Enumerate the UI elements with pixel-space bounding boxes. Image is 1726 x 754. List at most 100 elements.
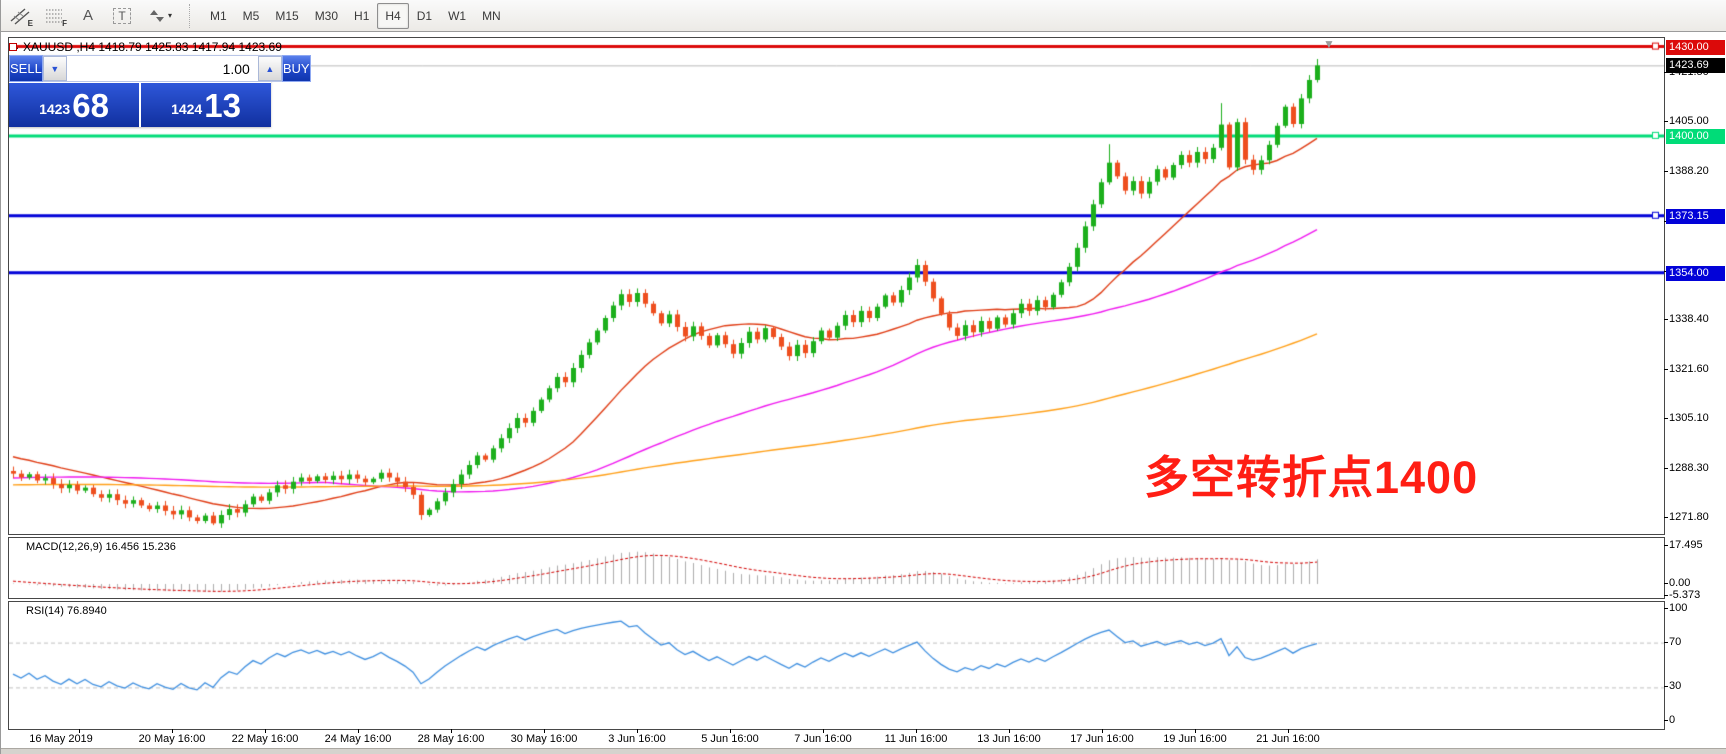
axis-tick bbox=[1664, 686, 1668, 687]
bid-price-big: 68 bbox=[72, 87, 109, 124]
price-tick-label: 1321.60 bbox=[1669, 363, 1709, 375]
dropdown-caret-icon: ▾ bbox=[167, 11, 172, 20]
time-tick bbox=[79, 729, 80, 733]
axis-tick bbox=[1664, 319, 1668, 320]
sell-button[interactable]: SELL bbox=[9, 55, 43, 82]
timeframe-w1[interactable]: W1 bbox=[448, 8, 467, 23]
macd-panel bbox=[8, 537, 1665, 599]
time-tick bbox=[544, 729, 545, 733]
time-tick bbox=[916, 729, 917, 733]
equidistant-channel-icon[interactable]: E bbox=[5, 4, 35, 28]
rsi-axis-label: 30 bbox=[1669, 680, 1682, 692]
time-tick bbox=[172, 729, 173, 733]
rsi-canvas[interactable] bbox=[9, 602, 1664, 729]
axis-tick bbox=[1664, 418, 1668, 419]
axis-tick bbox=[1664, 369, 1668, 370]
ask-quote-box[interactable]: 1424 13 bbox=[141, 83, 271, 127]
ask-price-big: 13 bbox=[204, 87, 241, 124]
macd-axis-label: 0.00 bbox=[1669, 577, 1691, 589]
price-tick-label: 1288.30 bbox=[1669, 462, 1709, 474]
volume-decrease-button[interactable]: ▼ bbox=[42, 56, 67, 81]
chart-annotation-text[interactable]: 多空转折点1400 bbox=[1144, 452, 1479, 503]
price-chart-canvas[interactable] bbox=[9, 38, 1664, 534]
timeframe-d1[interactable]: D1 bbox=[416, 8, 433, 23]
toolbar-separator bbox=[189, 3, 198, 28]
time-tick-label: 7 Jun 16:00 bbox=[794, 733, 852, 745]
macd-axis-label: 17.495 bbox=[1669, 539, 1703, 551]
time-tick-label: 19 Jun 16:00 bbox=[1163, 733, 1227, 745]
time-tick-label: 5 Jun 16:00 bbox=[701, 733, 759, 745]
hline-price-badge: 1373.15 bbox=[1666, 209, 1725, 224]
price-tick-label: 1305.10 bbox=[1669, 412, 1709, 424]
time-tick bbox=[730, 729, 731, 733]
rsi-label: RSI(14) 76.8940 bbox=[26, 605, 107, 617]
time-tick-label: 30 May 16:00 bbox=[510, 733, 578, 745]
hline-handle[interactable] bbox=[9, 43, 17, 51]
time-tick-label: 22 May 16:00 bbox=[231, 733, 299, 745]
axis-tick bbox=[1664, 583, 1668, 584]
bid-quote-box[interactable]: 1423 68 bbox=[9, 83, 139, 127]
timeframe-m5[interactable]: M5 bbox=[242, 8, 260, 23]
rsi-panel bbox=[8, 601, 1665, 730]
ask-price-small: 1424 bbox=[171, 101, 203, 117]
tool-glyph: F bbox=[62, 18, 67, 28]
buy-button[interactable]: BUY bbox=[281, 55, 311, 82]
macd-canvas[interactable] bbox=[9, 538, 1664, 598]
time-tick bbox=[1288, 729, 1289, 733]
axis-tick bbox=[1664, 468, 1668, 469]
time-tick-label: 11 Jun 16:00 bbox=[884, 733, 948, 745]
axis-tick bbox=[1664, 608, 1668, 609]
scroll-to-end-icon[interactable]: ▼ bbox=[1323, 37, 1335, 51]
chart-title: XAUUSD ,H4 1418.79 1425.83 1417.94 1423.… bbox=[23, 40, 282, 54]
volume-input[interactable] bbox=[66, 56, 258, 81]
time-tick-label: 28 May 16:00 bbox=[417, 733, 485, 745]
time-tick bbox=[265, 729, 266, 733]
bid-price-badge: 1423.69 bbox=[1666, 58, 1725, 73]
time-tick bbox=[358, 729, 359, 733]
timeframe-m30[interactable]: M30 bbox=[314, 8, 339, 23]
axis-tick bbox=[1664, 121, 1668, 122]
axis-tick bbox=[1664, 545, 1668, 546]
hline-price-badge: 1430.00 bbox=[1666, 40, 1725, 55]
volume-spinner: ▼ ▲ bbox=[42, 55, 282, 82]
time-tick-label: 24 May 16:00 bbox=[324, 733, 392, 745]
price-chart-panel bbox=[8, 37, 1665, 535]
price-tick-label: 1338.40 bbox=[1669, 313, 1709, 325]
timeframe-m1[interactable]: M1 bbox=[210, 8, 227, 23]
text-tool-icon[interactable]: A bbox=[82, 7, 93, 24]
time-tick bbox=[637, 729, 638, 733]
timeframe-h4[interactable]: H4 bbox=[377, 2, 409, 29]
axis-tick bbox=[1664, 720, 1668, 721]
window-bottom-edge bbox=[1, 748, 1726, 754]
time-tick-label: 3 Jun 16:00 bbox=[608, 733, 666, 745]
axis-tick bbox=[1664, 171, 1668, 172]
hline-price-badge: 1400.00 bbox=[1666, 129, 1725, 144]
text-label-icon[interactable]: T bbox=[107, 4, 137, 28]
time-tick-label: 20 May 16:00 bbox=[138, 733, 206, 745]
price-tick-label: 1388.20 bbox=[1669, 165, 1709, 177]
macd-axis-label: -5.373 bbox=[1669, 589, 1701, 601]
time-tick-label: 21 Jun 16:00 bbox=[1256, 733, 1320, 745]
time-tick bbox=[1195, 729, 1196, 733]
arrange-objects-icon[interactable]: ▾ bbox=[141, 4, 181, 28]
fibonacci-grid-icon[interactable]: F bbox=[39, 4, 69, 28]
price-tick-label: 1271.80 bbox=[1669, 511, 1709, 523]
one-click-trading-panel: SELL ▼ ▲ BUY 1423 68 1424 13 bbox=[9, 55, 311, 127]
axis-tick bbox=[1664, 595, 1668, 596]
time-tick bbox=[1009, 729, 1010, 733]
tool-glyph: E bbox=[27, 18, 33, 28]
volume-increase-button[interactable]: ▲ bbox=[257, 56, 282, 81]
time-tick bbox=[451, 729, 452, 733]
timeframe-bar: M1 M5 M15 M30 H1 H4 D1 W1 MN bbox=[202, 2, 509, 29]
time-tick bbox=[823, 729, 824, 733]
macd-label: MACD(12,26,9) 16.456 15.236 bbox=[26, 541, 176, 553]
rsi-axis-label: 70 bbox=[1669, 636, 1682, 648]
time-tick-label: 16 May 2019 bbox=[29, 733, 93, 745]
timeframe-h1[interactable]: H1 bbox=[354, 8, 370, 23]
hline-price-badge: 1354.00 bbox=[1666, 266, 1725, 281]
timeframe-m15[interactable]: M15 bbox=[275, 8, 299, 23]
timeframe-mn[interactable]: MN bbox=[482, 8, 501, 23]
rsi-axis-label: 100 bbox=[1669, 602, 1688, 614]
axis-tick bbox=[1664, 517, 1668, 518]
toolbar: E F A T ▾ M1 M5 M15 M30 H1 H4 D1 W1 MN bbox=[1, 0, 1726, 32]
